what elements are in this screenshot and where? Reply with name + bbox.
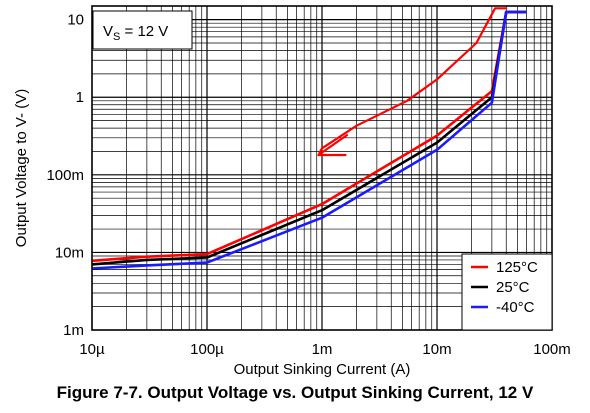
- series-line: [91, 10, 527, 270]
- x-axis-label: Output Sinking Current (A): [234, 361, 411, 378]
- annotation-suffix: = 12 V: [120, 23, 168, 40]
- legend-label: 125°C: [496, 259, 538, 276]
- markup-arrowhead: [317, 134, 349, 157]
- annotation-text: V: [103, 23, 113, 40]
- annotation-subscript: S: [113, 31, 120, 43]
- y-axis-label: Output Voltage to V- (V): [13, 89, 30, 247]
- y-tick-label: 10: [67, 12, 84, 29]
- svg-text:VS = 12 V: VS = 12 V: [103, 23, 168, 43]
- chart: 10µ 100µ 1m 10m 100m 1m 10m 100m 1 10 VS = 12 V 1…: [13, 5, 571, 378]
- y-tick-label: 1m: [63, 322, 84, 339]
- legend: 125°C 25°C -40°C: [461, 253, 553, 331]
- annotation-box: VS = 12 V: [92, 10, 193, 50]
- y-tick-label: 1: [76, 89, 84, 106]
- x-tick-label: 1m: [312, 341, 333, 358]
- markup-line: [318, 7, 508, 155]
- x-tick-label: 100m: [533, 341, 571, 358]
- figure-caption: Figure 7-7. Output Voltage vs. Output Si…: [56, 383, 534, 402]
- legend-label: 25°C: [496, 279, 530, 296]
- plot-frame: [91, 5, 553, 331]
- series-layer: [91, 10, 527, 270]
- y-tick-label: 10m: [55, 244, 84, 261]
- x-tick-label: 10µ: [79, 341, 105, 358]
- y-tick-label: 100m: [46, 167, 84, 184]
- markup-layer: [317, 7, 508, 157]
- legend-label: -40°C: [496, 299, 535, 316]
- x-tick-label: 100µ: [190, 341, 224, 358]
- tick-labels: 10µ 100µ 1m 10m 100m 1m 10m 100m 1 10: [46, 12, 570, 358]
- series-line: [91, 10, 527, 266]
- x-tick-label: 10m: [422, 341, 451, 358]
